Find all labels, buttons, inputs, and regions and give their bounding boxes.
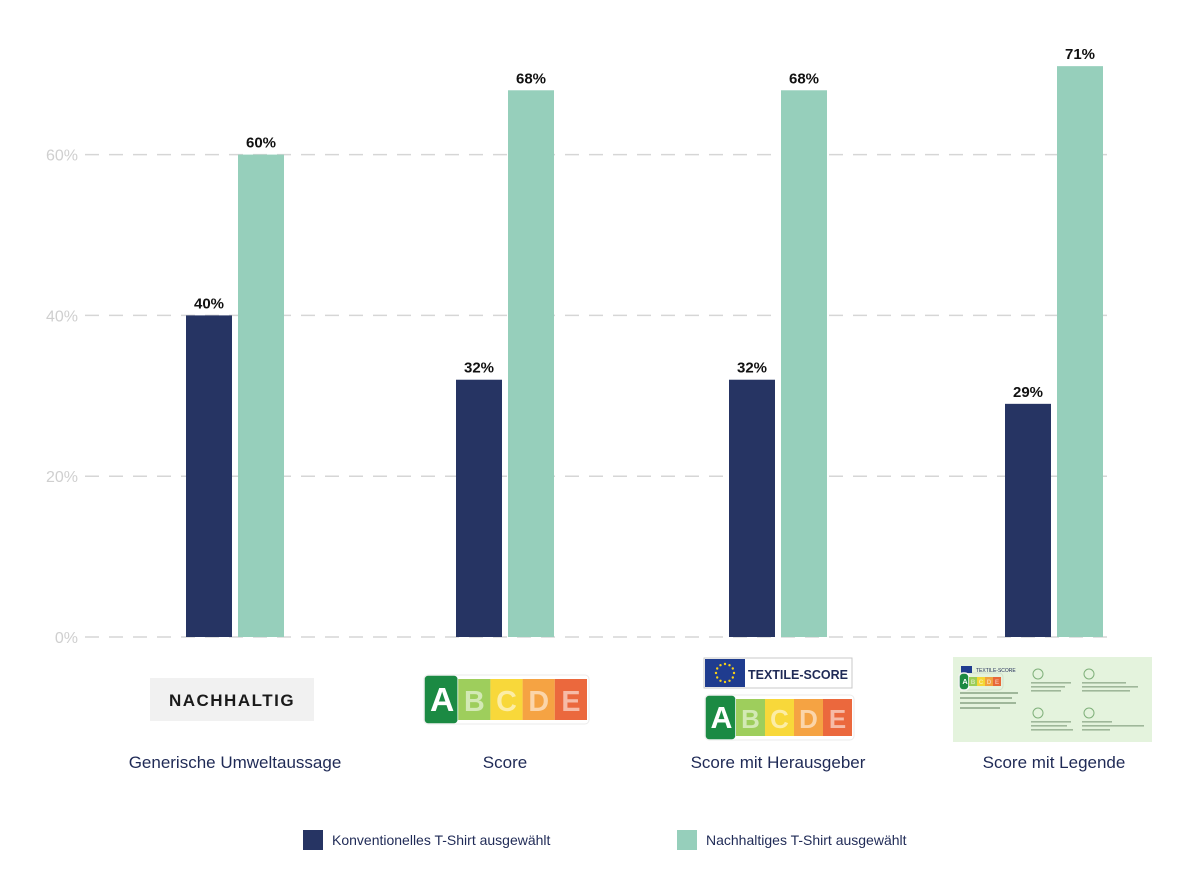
score-letter-d: D xyxy=(794,699,823,736)
legend-label-sustainable: Nachhaltiges T-Shirt ausgewählt xyxy=(706,832,907,848)
eu-star xyxy=(728,664,731,667)
score-letter-c: C xyxy=(765,699,794,736)
eu-stars-icon xyxy=(714,662,736,684)
nachhaltig-badge-bg xyxy=(150,678,314,721)
score-letter-b: B xyxy=(458,679,491,720)
svg-text:E: E xyxy=(829,706,846,734)
score-letter-e: E xyxy=(993,677,1001,686)
svg-text:B: B xyxy=(464,686,485,718)
value-label: 40% xyxy=(194,295,224,312)
eu-star xyxy=(732,671,736,675)
y-tick-label: 40% xyxy=(46,308,78,325)
value-label: 68% xyxy=(516,70,546,87)
score-letter-d: D xyxy=(985,677,993,686)
value-labels: 40% 32% 32% 29% 60% 68% 68% 71% xyxy=(194,46,1095,401)
score-letter-b: B xyxy=(969,677,977,686)
legend-label-conventional: Konventionelles T-Shirt ausgewählt xyxy=(332,832,551,848)
category-labels: Generische Umweltaussage Score Score mit H… xyxy=(129,753,1126,772)
svg-text:A: A xyxy=(962,677,968,686)
score-letter-a: A xyxy=(958,672,970,691)
textile-score-text: TEXTILE-SCORE xyxy=(748,668,848,682)
eu-star xyxy=(716,667,719,670)
y-tick-label: 60% xyxy=(46,148,78,165)
value-label: 68% xyxy=(789,70,819,87)
eu-star xyxy=(719,664,722,667)
category-label: Generische Umweltaussage xyxy=(129,753,342,772)
bars xyxy=(186,66,1103,637)
legend-panel-eu-flag-icon xyxy=(961,666,972,673)
textile-score-issuer-badge: TEXTILE-SCORE xyxy=(703,657,853,689)
legend-swatch-conventional xyxy=(303,830,323,850)
legend-swatch-sustainable xyxy=(677,830,697,850)
y-axis-ticks: 0% 20% 40% 60% xyxy=(46,148,78,647)
legend-panel-icon-grid xyxy=(1031,668,1144,731)
svg-text:D: D xyxy=(799,706,818,734)
legend: Konventionelles T-Shirt ausgewählt Nachh… xyxy=(303,830,907,850)
category-label: Score xyxy=(483,753,527,772)
bar-conventional-4 xyxy=(1005,403,1051,637)
eu-star xyxy=(728,679,731,682)
value-label: 32% xyxy=(737,360,767,377)
legend-panel-text-lines xyxy=(960,692,1018,709)
y-tick-label: 0% xyxy=(55,630,78,647)
score-letter-a: A xyxy=(423,674,459,725)
score-letter-a: A xyxy=(704,694,737,741)
bar-sustainable-3 xyxy=(781,90,827,637)
value-label: 32% xyxy=(464,360,494,377)
score-letter-c: C xyxy=(490,679,523,720)
value-label: 29% xyxy=(1013,384,1043,401)
eu-star xyxy=(731,676,734,679)
bar-conventional-3 xyxy=(729,379,775,637)
eu-star xyxy=(719,679,722,682)
svg-text:D: D xyxy=(528,686,549,718)
eu-star xyxy=(716,676,719,679)
svg-text:D: D xyxy=(987,679,992,686)
eu-star xyxy=(723,680,727,684)
svg-text:C: C xyxy=(770,706,789,734)
eu-star xyxy=(723,662,727,666)
leaf-icon xyxy=(1032,707,1044,719)
legend-panel-bg xyxy=(953,657,1152,742)
svg-text:C: C xyxy=(979,679,984,686)
category-label: Score mit Legende xyxy=(983,753,1126,772)
score-letter-d: D xyxy=(522,679,555,720)
value-label: 60% xyxy=(246,135,276,152)
nachhaltig-badge: NACHHALTIG xyxy=(150,678,314,721)
svg-text:A: A xyxy=(711,702,733,735)
leaf-icon xyxy=(1083,707,1095,719)
y-tick-label: 20% xyxy=(46,469,78,486)
eu-star xyxy=(714,671,718,675)
eu-star xyxy=(731,667,734,670)
bar-conventional-2 xyxy=(456,379,502,637)
bar-sustainable-4 xyxy=(1057,66,1103,637)
svg-text:A: A xyxy=(430,682,454,719)
svg-text:E: E xyxy=(995,679,999,686)
score-letter-c: C xyxy=(977,677,985,686)
category-label: Score mit Herausgeber xyxy=(691,753,866,772)
bar-sustainable-1 xyxy=(238,154,284,637)
bar-sustainable-2 xyxy=(508,90,554,637)
svg-text:B: B xyxy=(971,679,976,686)
svg-text:C: C xyxy=(496,686,517,718)
score-letter-e: E xyxy=(823,699,852,736)
legend-panel-title: TEXTILE-SCORE xyxy=(976,668,1016,674)
value-label: 71% xyxy=(1065,46,1095,63)
score-letter-e: E xyxy=(554,679,587,720)
leaf-icon xyxy=(1083,668,1095,680)
svg-text:B: B xyxy=(741,706,760,734)
svg-text:E: E xyxy=(561,686,580,718)
nachhaltig-badge-text: NACHHALTIG xyxy=(169,691,295,710)
bar-conventional-1 xyxy=(186,315,232,637)
leaf-icon xyxy=(1032,668,1044,680)
score-letter-b: B xyxy=(736,699,765,736)
